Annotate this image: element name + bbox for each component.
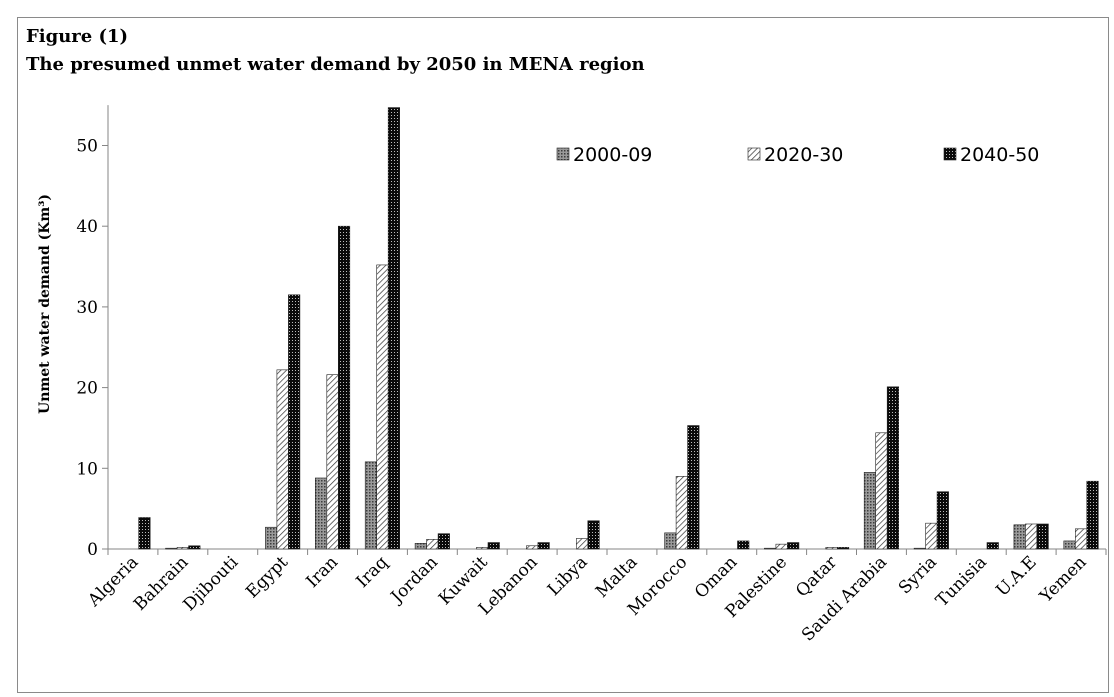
bar	[426, 539, 439, 550]
x-tick-label: Libya	[544, 552, 592, 600]
bar	[764, 547, 777, 550]
bar	[675, 476, 688, 550]
bar	[913, 547, 926, 550]
bar	[986, 542, 999, 550]
x-tick-label: U.A.E	[992, 552, 1040, 600]
bar	[687, 425, 700, 550]
bar	[437, 533, 450, 550]
legend-swatch	[556, 147, 570, 161]
bar	[863, 472, 877, 550]
bar	[537, 542, 550, 550]
bar	[886, 386, 900, 550]
y-tick-label: 0	[87, 540, 98, 560]
bar	[176, 547, 189, 550]
y-tick-label: 10	[76, 459, 98, 479]
bar	[1013, 524, 1026, 550]
bar	[337, 225, 351, 550]
bar	[925, 522, 938, 550]
bar	[376, 264, 389, 550]
bar	[875, 432, 888, 550]
y-tick-label: 20	[76, 379, 98, 399]
legend-swatch	[943, 147, 957, 161]
bar	[387, 107, 401, 550]
bar	[487, 542, 500, 550]
bar	[326, 374, 339, 550]
bar	[526, 545, 539, 550]
bar	[276, 369, 289, 550]
legend-swatch	[747, 147, 761, 161]
x-tick-label: Yemen	[1035, 552, 1090, 607]
bar	[787, 542, 800, 550]
bar	[364, 461, 378, 550]
y-tick-label: 50	[76, 137, 98, 157]
bar	[836, 547, 850, 550]
bar	[476, 547, 489, 550]
bar	[825, 547, 838, 550]
bar	[1086, 480, 1099, 550]
bar	[737, 540, 750, 550]
legend-label: 2020-30	[764, 144, 843, 166]
bar	[587, 520, 600, 550]
bar	[1063, 540, 1076, 550]
x-tick-label: Iraq	[352, 552, 392, 592]
bar	[188, 545, 201, 550]
bar	[314, 477, 328, 550]
y-tick-label: 30	[76, 298, 98, 318]
legend-label: 2040-50	[960, 144, 1039, 166]
figure-frame	[17, 17, 1109, 693]
x-tick-label: Iran	[303, 552, 343, 592]
figure-label: Figure (1)	[26, 26, 129, 47]
x-tick-label: Tunisia	[932, 552, 991, 611]
y-tick-label: 40	[76, 217, 98, 237]
x-tick-label: Jordan	[386, 552, 442, 608]
bar	[1025, 523, 1038, 550]
bar	[165, 547, 178, 550]
bar	[288, 294, 301, 550]
bar	[1075, 528, 1088, 550]
bar	[775, 543, 788, 550]
bar	[575, 538, 589, 550]
legend-label: 2000-09	[573, 144, 652, 166]
bar	[414, 543, 427, 550]
x-tick-label: Egypt	[242, 552, 292, 602]
legend: 2000-09 2020-30 2040-50	[556, 144, 1039, 166]
bar	[265, 526, 278, 550]
bar	[1036, 523, 1049, 550]
x-tick-label: Syria	[895, 552, 941, 598]
y-axis-label: Unmet water demand (Km³)	[37, 194, 53, 414]
bar	[936, 491, 949, 550]
y-ticks: 0 10 20 30 40 50	[76, 137, 108, 560]
bar	[664, 532, 677, 550]
bars-group	[138, 107, 1099, 550]
chart-title: The presumed unmet water demand by 2050 …	[26, 54, 645, 75]
x-tick-label: Djibouti	[180, 552, 243, 615]
axes	[107, 105, 1107, 555]
bar	[138, 517, 151, 550]
